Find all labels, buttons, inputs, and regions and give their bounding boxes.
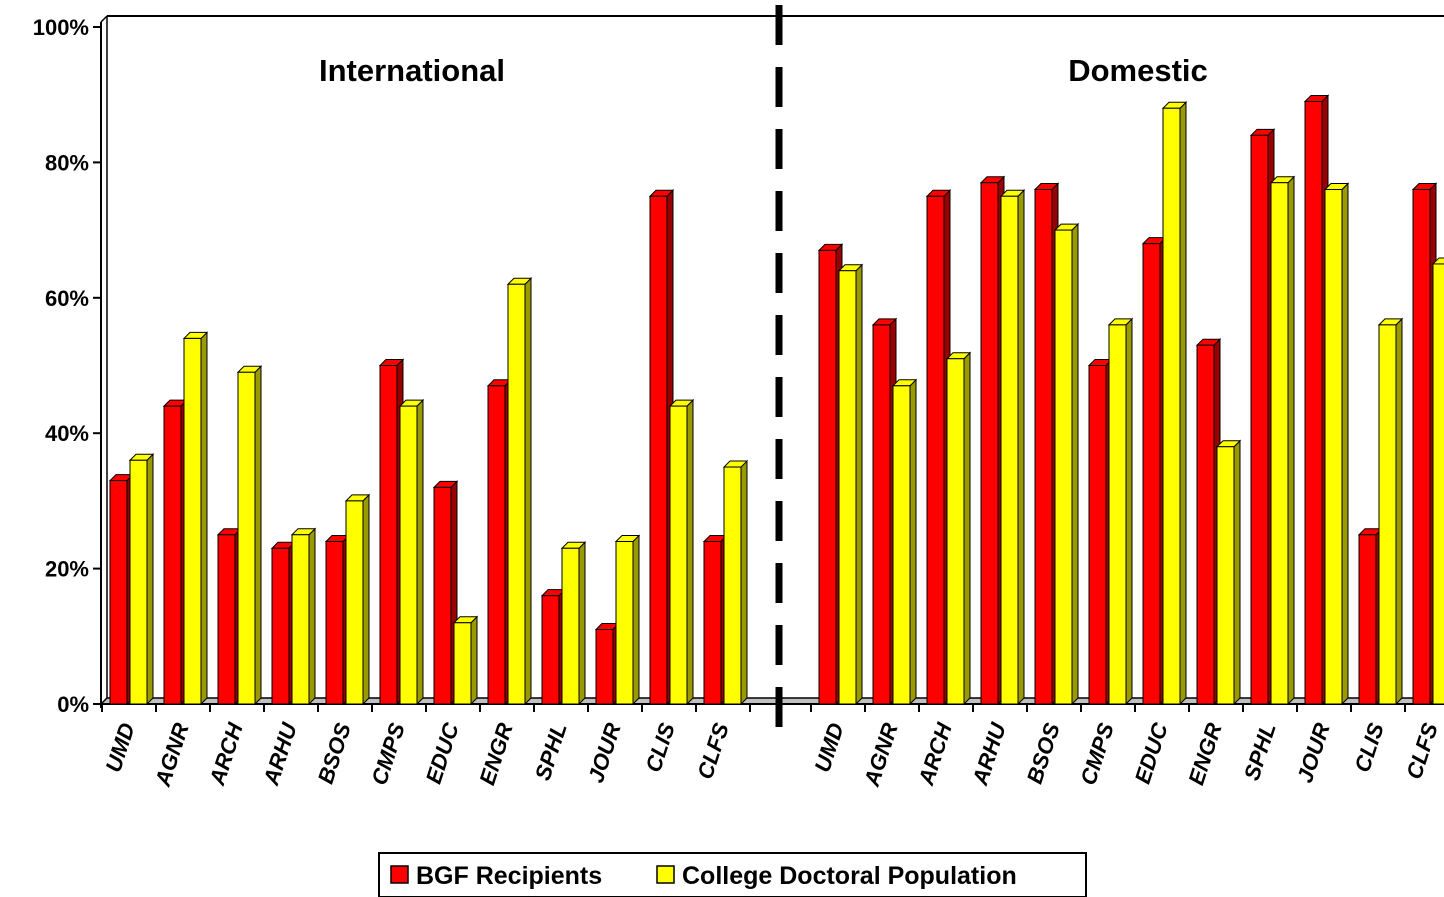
x-tick-label: JOUR — [583, 720, 626, 786]
bar-dom-jour-college — [1323, 182, 1350, 706]
bar-intl-jour-college — [614, 534, 641, 706]
y-tick-label: 0% — [57, 692, 89, 717]
y-tick-label: 40% — [45, 421, 89, 446]
x-tick-label: BSOS — [313, 720, 356, 787]
bar-intl-umd-college — [128, 453, 155, 706]
x-tick-label: CMPS — [366, 720, 410, 788]
x-tick-label: CLFS — [1401, 720, 1443, 783]
bar-dom-sphl-college — [1269, 175, 1296, 706]
bar-intl-sphl-college — [560, 541, 587, 706]
frame-corner — [100, 15, 108, 23]
x-tick-label: ARCH — [913, 719, 957, 789]
bar-intl-educ-bgf — [432, 480, 459, 706]
x-tick-label: ENGR — [1183, 720, 1226, 788]
legend-swatch-bgf — [390, 865, 409, 884]
bar-intl-cmps-college — [398, 398, 425, 706]
x-tick-label: EDUC — [1130, 719, 1173, 787]
bars — [108, 94, 1444, 706]
legend-label-college: College Doctoral Population — [682, 862, 1017, 890]
y-tick-label: 60% — [45, 286, 89, 311]
y-tick-label: 20% — [45, 557, 89, 582]
x-tick-label: ARHU — [258, 719, 302, 789]
bar-dom-educ-college — [1161, 101, 1188, 706]
legend: BGF Recipients College Doctoral Populati… — [378, 852, 1087, 897]
group-labels: International Domestic — [319, 53, 1208, 88]
bar-dom-bsos-college — [1053, 222, 1080, 706]
bar-dom-clfs-college — [1431, 257, 1444, 705]
bar-dom-umd-college — [837, 263, 864, 706]
x-tick-label: BSOS — [1022, 720, 1065, 787]
bar-intl-agnr-college — [182, 331, 209, 706]
bar-dom-cmps-college — [1107, 317, 1134, 706]
group-label-domestic: Domestic — [1068, 53, 1208, 88]
bar-intl-arhu-college — [290, 527, 317, 706]
bar-dom-arhu-college — [999, 189, 1026, 706]
y-tick-label: 100% — [33, 15, 89, 40]
x-tick-label: CLFS — [692, 720, 734, 783]
x-tick-label: EDUC — [421, 719, 464, 787]
bar-intl-educ-college — [452, 615, 479, 706]
y-axis: 0% 20% 40% 60% 80% 100% — [33, 15, 101, 717]
x-axis: UMD AGNR ARCH ARHU BSOS CMPS EDUC ENGR SPHL JOUR C… — [100, 704, 1443, 790]
x-tick-label: UMD — [100, 720, 139, 775]
x-tick-label: CLIS — [640, 720, 679, 776]
legend-swatch-college — [656, 865, 675, 884]
x-tick-label: AGNR — [150, 720, 194, 790]
legend-box — [378, 852, 1087, 897]
bar-intl-bsos-college — [344, 493, 371, 706]
bar-dom-agnr-college — [891, 378, 918, 706]
y-tick-label: 80% — [45, 150, 89, 175]
legend-label-bgf: BGF Recipients — [416, 862, 602, 890]
x-tick-label: AGNR — [859, 720, 903, 790]
x-tick-label: CMPS — [1075, 720, 1119, 788]
x-tick-label: CLIS — [1349, 720, 1388, 776]
x-tick-label: ARHU — [967, 719, 1011, 789]
bar-dom-clis-college — [1377, 317, 1404, 706]
x-tick-label: JOUR — [1292, 720, 1335, 786]
bar-dom-arch-college — [945, 351, 972, 706]
x-tick-label: UMD — [809, 720, 848, 775]
bar-dom-engr-college — [1215, 439, 1242, 706]
x-tick-label: SPHL — [530, 720, 572, 784]
group-label-international: International — [319, 53, 505, 88]
x-tick-label: SPHL — [1239, 720, 1281, 784]
x-tick-label: ARCH — [204, 719, 248, 789]
x-tick-label: ENGR — [474, 720, 517, 788]
bar-intl-arch-college — [236, 365, 263, 706]
bar-intl-clfs-college — [722, 459, 749, 706]
bar-intl-clis-college — [668, 398, 695, 706]
bar-intl-engr-college — [506, 277, 533, 706]
